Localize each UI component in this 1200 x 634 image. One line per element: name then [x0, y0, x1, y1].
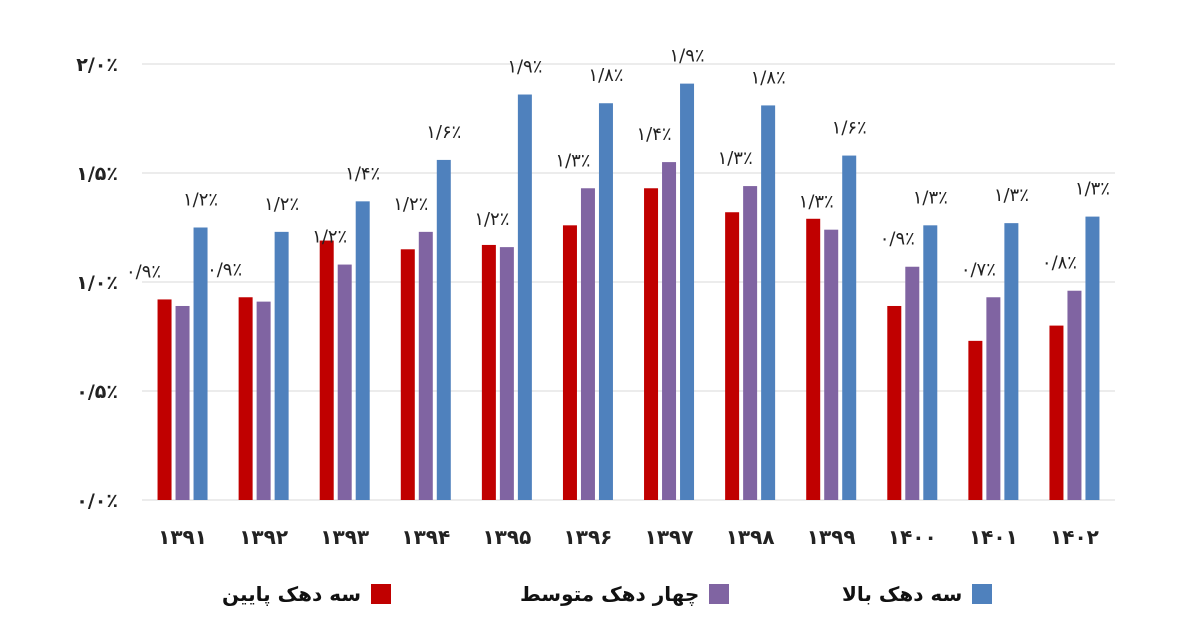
bar	[761, 105, 776, 501]
x-axis-ticks: ۱۳۹۱ ۱۳۹۲ ۱۳۹۳ ۱۳۹۴ ۱۳۹۵ ۱۳۹۶ ۱۳۹۷ ۱۳۹۸ ۱۳۹۹ ۱۴۰۰…	[158, 525, 1099, 549]
bar	[806, 218, 821, 500]
x-tick-label: ۱۴۰۲	[1050, 525, 1099, 549]
data-label: ۱/۳٪	[799, 192, 834, 213]
bar	[842, 155, 857, 500]
data-label: ۱/۶٪	[832, 118, 867, 139]
bar	[274, 231, 289, 501]
data-label: ۱/۳٪	[1075, 179, 1110, 200]
legend-label-low: سه دهک پایین	[222, 582, 362, 606]
bar	[193, 227, 208, 500]
bar	[355, 201, 370, 500]
bar	[1049, 325, 1064, 500]
x-tick-label: ۱۳۹۵	[482, 525, 531, 549]
x-tick-label: ۱۴۰۱	[969, 525, 1018, 549]
bar-chart: ۰/۰٪ ۰/۵٪ ۱/۰٪ ۱/۵٪ ۲/۰٪ ۰/۹٪ ۱/۲٪ ۰/۹٪ ۱/۲٪ ۱/۲…	[76, 46, 1115, 549]
y-tick-label: ۰/۰٪	[76, 490, 118, 512]
bar	[662, 162, 677, 500]
legend-label-middle: چهار دهک متوسط	[520, 582, 700, 606]
data-label: ۱/۲٪	[312, 227, 347, 248]
bar	[436, 159, 451, 501]
legend-item-low: سه دهک پایین	[222, 582, 392, 606]
bar	[968, 340, 983, 500]
data-label: ۰/۹٪	[126, 261, 161, 282]
x-tick-label: ۱۳۹۹	[807, 525, 856, 549]
data-label: ۰/۸٪	[1042, 253, 1077, 274]
bar	[725, 212, 740, 501]
y-tick-label: ۲/۰٪	[76, 54, 118, 76]
bars	[157, 83, 1100, 501]
bar	[824, 229, 839, 500]
bar	[499, 247, 514, 500]
data-label: ۱/۸٪	[588, 65, 623, 86]
data-label: ۰/۷٪	[961, 259, 996, 280]
data-label: ۱/۳٪	[718, 148, 753, 169]
x-tick-label: ۱۳۹۳	[320, 525, 369, 549]
bar	[598, 103, 613, 501]
x-tick-label: ۱۳۹۶	[564, 525, 613, 549]
data-label: ۱/۴٪	[637, 124, 672, 145]
legend-label-high: سه دهک بالا	[842, 582, 963, 606]
bar	[337, 264, 352, 500]
bar	[481, 244, 496, 500]
gridlines	[142, 63, 1115, 501]
bar	[580, 188, 595, 500]
legend-item-middle: چهار دهک متوسط	[520, 582, 730, 606]
bar	[238, 297, 253, 500]
legend-swatch-low	[371, 584, 392, 604]
bar	[905, 266, 920, 500]
x-tick-label: ۱۴۰۰	[888, 525, 937, 549]
data-label: ۱/۳٪	[555, 150, 590, 171]
x-tick-label: ۱۳۹۴	[401, 525, 450, 549]
y-tick-label: ۱/۵٪	[76, 163, 118, 185]
bar	[887, 305, 902, 500]
legend: سه دهک پایین چهار دهک متوسط سه دهک بالا	[0, 582, 1200, 618]
data-label: ۰/۹٪	[207, 259, 242, 280]
legend-item-high: سه دهک بالا	[842, 582, 993, 606]
data-label: ۱/۴٪	[345, 163, 380, 184]
data-label: ۱/۲٪	[264, 194, 299, 215]
bar	[923, 225, 938, 500]
data-label: ۱/۶٪	[426, 122, 461, 143]
data-labels: ۰/۹٪ ۱/۲٪ ۰/۹٪ ۱/۲٪ ۱/۲٪ ۱/۴٪ ۱/۲٪ ۱/۶٪ ۱/۲٪ ۱/۹٪…	[126, 46, 1110, 283]
y-axis-ticks: ۰/۰٪ ۰/۵٪ ۱/۰٪ ۱/۵٪ ۲/۰٪	[76, 54, 118, 512]
data-label: ۰/۹٪	[880, 229, 915, 250]
bar	[256, 301, 271, 500]
bar	[1067, 290, 1082, 500]
y-tick-label: ۱/۰٪	[76, 272, 118, 294]
x-tick-label: ۱۳۹۱	[158, 525, 207, 549]
data-label: ۱/۹٪	[507, 57, 542, 78]
legend-swatch-middle	[709, 584, 730, 604]
bar	[418, 231, 433, 501]
bar	[1004, 223, 1019, 500]
data-label: ۱/۳٪	[994, 185, 1029, 206]
bar	[319, 240, 334, 500]
bar	[743, 186, 758, 500]
x-tick-label: ۱۳۹۷	[645, 525, 694, 549]
bar	[157, 299, 172, 500]
y-tick-label: ۰/۵٪	[76, 381, 118, 403]
data-label: ۱/۲٪	[474, 209, 509, 230]
bar	[680, 83, 695, 501]
data-label: ۱/۳٪	[913, 187, 948, 208]
data-label: ۱/۸٪	[751, 67, 786, 88]
bar	[175, 305, 190, 500]
bar	[1085, 216, 1100, 500]
data-label: ۱/۲٪	[393, 194, 428, 215]
data-label: ۱/۲٪	[183, 190, 218, 211]
bar	[644, 188, 659, 500]
x-tick-label: ۱۳۹۲	[239, 525, 288, 549]
bar	[562, 225, 577, 500]
bar	[986, 297, 1001, 500]
data-label: ۱/۹٪	[670, 46, 705, 67]
legend-swatch-high	[972, 584, 993, 604]
bar	[517, 94, 532, 501]
x-tick-label: ۱۳۹۸	[726, 525, 775, 549]
bar	[400, 249, 415, 500]
